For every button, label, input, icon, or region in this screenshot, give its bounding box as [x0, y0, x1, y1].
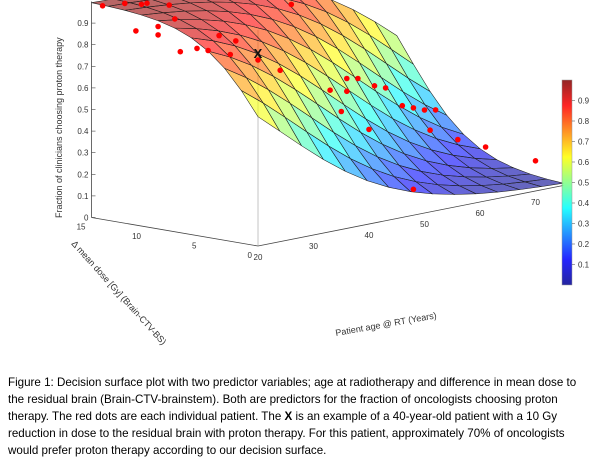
z-tick-label: 0.5	[77, 106, 89, 115]
surface-patch	[300, 0, 327, 12]
patient-point	[371, 83, 378, 89]
colorbar-ticks: 0.1 0.2 0.3 0.4 0.5 0.6 0.7 0.8 0.9	[572, 97, 590, 270]
patient-point	[227, 51, 234, 58]
patient-point	[277, 67, 284, 74]
colorbar-tick-label: 0.9	[578, 97, 590, 106]
caption-bold-x: X	[284, 410, 293, 423]
z-tick-label: 0.4	[77, 127, 89, 136]
patient-point	[172, 16, 178, 22]
colorbar: 0.1 0.2 0.3 0.4 0.5 0.6 0.7 0.8 0.9	[561, 79, 590, 286]
patient-point	[344, 75, 350, 82]
x-tick-label: 20	[254, 253, 263, 262]
z-tick-label: 0.9	[77, 19, 89, 28]
colorbar-tick-label: 0.5	[578, 179, 590, 188]
patient-point	[338, 108, 345, 115]
y-tick-label: 10	[132, 232, 141, 241]
patient-point	[455, 136, 461, 143]
patient-point	[410, 186, 417, 193]
patient-point	[138, 1, 145, 8]
y-tick-label: 5	[192, 242, 197, 251]
patient-point	[366, 126, 372, 133]
surface-layer	[91, 0, 564, 195]
surface-patch	[315, 0, 349, 23]
patient-point	[155, 23, 161, 30]
patient-point	[427, 127, 433, 133]
x-axis-label: Patient age @ RT (Years)	[335, 310, 438, 338]
y-axis-label: Δ mean dose [Gy] (Brain-CTV-BS)	[70, 239, 169, 347]
surface-plot: X 00.10.20.30.40.50.60.70.80.92030405060…	[54, 0, 590, 347]
y-tick-label: 0	[248, 251, 253, 260]
surface-patch	[181, 0, 213, 4]
z-tick-label: 0.1	[77, 192, 89, 201]
ticks-layer: 00.10.20.30.40.50.60.70.80.9203040506070…	[77, 19, 541, 262]
surface-patch	[266, 0, 300, 16]
colorbar-gradient	[561, 79, 573, 286]
patient-point	[194, 45, 200, 52]
surface-patch	[206, 0, 234, 3]
surface-patch	[152, 0, 191, 5]
colorbar-tick-label: 0.7	[578, 138, 590, 147]
patient-point	[532, 158, 539, 164]
patient-point	[144, 0, 150, 6]
patient-point	[482, 144, 489, 150]
colorbar-tick-label: 0.1	[578, 261, 590, 270]
colorbar-tick-label: 0.2	[578, 240, 590, 249]
patient-point	[382, 85, 389, 91]
patient-point	[288, 1, 295, 8]
patient-point	[205, 47, 211, 54]
y-tick-label: 15	[77, 223, 86, 232]
patient-point	[399, 102, 406, 109]
colorbar-tick-label: 0.8	[578, 117, 590, 126]
z-tick-label: 0.6	[77, 84, 89, 93]
surface-patch	[248, 0, 278, 9]
z-axis-label: Fraction of clinicians choosing proton t…	[54, 37, 64, 218]
x-tick-label: 70	[531, 198, 540, 207]
z-tick-label: 0.2	[77, 170, 89, 179]
patient-point	[177, 48, 184, 55]
patient-point	[432, 107, 439, 113]
x-tick-label: 60	[476, 209, 485, 218]
patient-point	[233, 38, 239, 44]
surface-patch	[228, 0, 256, 5]
example-patient-marker: X	[254, 46, 263, 61]
z-tick-label: 0.8	[77, 41, 89, 50]
colorbar-tick-label: 0.3	[578, 220, 590, 229]
patient-point	[133, 28, 139, 34]
z-tick-label: 0.7	[77, 62, 89, 71]
figure-caption: Figure 1: Decision surface plot with two…	[8, 374, 588, 459]
x-tick-label: 50	[420, 220, 429, 229]
patient-point	[122, 0, 128, 7]
z-tick-label: 0	[84, 214, 89, 223]
colorbar-tick-label: 0.4	[578, 199, 590, 208]
patient-point	[410, 105, 417, 111]
surface-patch	[288, 0, 305, 4]
points-layer: X	[99, 0, 539, 193]
x-tick-label: 30	[309, 242, 318, 251]
caption-text-2: is an example of a 40-year-old patient w…	[8, 410, 565, 457]
caption-text-1: Figure 1: Decision surface plot with two…	[8, 376, 577, 423]
surface-patch	[374, 21, 414, 65]
patient-point	[166, 2, 172, 8]
colorbar-tick-label: 0.6	[578, 158, 590, 167]
patient-point	[216, 32, 222, 39]
dose-axis-line	[91, 217, 259, 247]
patient-point	[155, 32, 161, 38]
patient-point	[255, 57, 261, 63]
patient-point	[344, 88, 350, 95]
z-tick-label: 0.3	[77, 149, 89, 158]
x-tick-label: 40	[365, 231, 374, 240]
patient-point	[99, 3, 106, 9]
surface-patch	[116, 0, 151, 3]
patient-point	[355, 75, 361, 82]
patient-point	[421, 107, 428, 113]
patient-point	[327, 87, 333, 93]
age-axis-line	[257, 185, 564, 247]
